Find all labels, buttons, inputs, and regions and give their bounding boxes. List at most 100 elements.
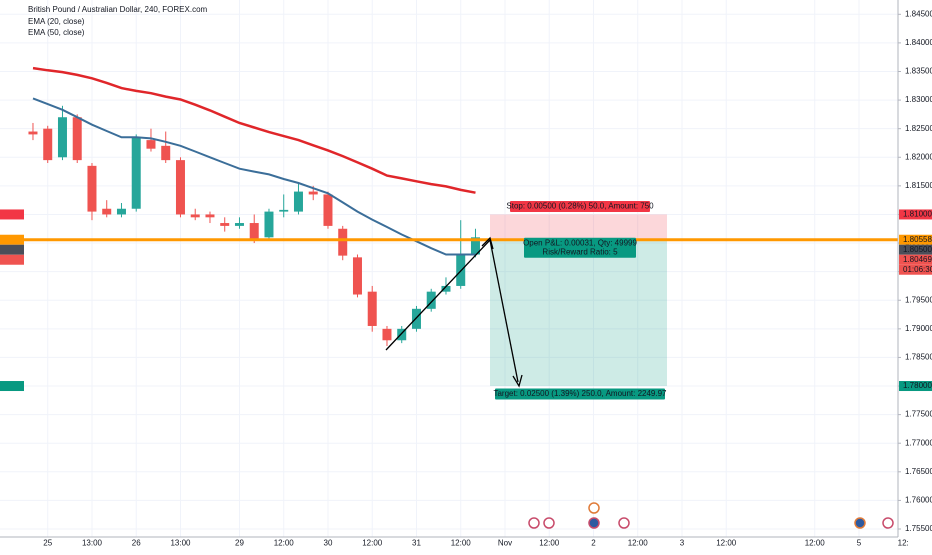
candle-body <box>338 228 348 256</box>
candle-body <box>352 257 362 295</box>
x-tick-label: 13:00 <box>82 539 103 548</box>
price-label: 1.78000 <box>903 381 932 390</box>
candle-body <box>190 214 200 218</box>
price-label: 1.80469 <box>903 255 932 264</box>
candle-body <box>397 328 407 341</box>
chart-title: British Pound / Australian Dollar, 240, … <box>28 5 208 14</box>
y-tick-label: 1.83000 <box>905 95 932 104</box>
x-tick-label: 2 <box>591 539 596 548</box>
y-tick-label: 1.78500 <box>905 353 932 362</box>
stop-label-box <box>510 200 650 212</box>
candle-body <box>264 211 274 238</box>
candle-body <box>323 194 333 226</box>
trend-line <box>385 239 491 351</box>
candle-body <box>72 117 82 161</box>
countdown: 01:06:30 <box>903 265 932 274</box>
y-tick-label: 1.84500 <box>905 9 932 18</box>
candle-body <box>28 131 38 135</box>
y-tick-label: 1.82000 <box>905 152 932 161</box>
left-price-box <box>0 254 24 265</box>
y-tick-label: 1.77500 <box>905 410 932 419</box>
price-label-box <box>899 254 932 265</box>
candle-body <box>426 291 436 309</box>
candle-body <box>234 223 244 226</box>
event-icon <box>588 517 600 529</box>
axes: 1.75500 1.76000 1.76500 1.77000 1.77500 1.780… <box>0 9 932 548</box>
candle-body <box>411 308 421 329</box>
event-icon <box>618 517 630 529</box>
candle-body <box>175 160 185 215</box>
candle-body <box>87 165 97 212</box>
price-label: 1.80500 <box>903 245 932 254</box>
left-price-box <box>0 244 24 255</box>
legend-entry: EMA (20, close) <box>28 17 85 26</box>
events <box>528 502 894 529</box>
left-price-box <box>0 209 24 220</box>
x-tick-label: 3 <box>680 539 685 548</box>
target-label-box <box>495 388 665 400</box>
candle-body <box>205 214 215 218</box>
target-label: Target: 0.02500 (1.39%) 250.0, Amount: 2… <box>493 389 667 398</box>
pnl-label: Open P&L: 0.00031, Qty: 49999 <box>523 238 637 247</box>
candle-body <box>249 223 259 239</box>
candle-body <box>102 208 112 215</box>
x-tick-label: 12:00 <box>805 539 826 548</box>
x-tick-label: Nov <box>498 539 512 548</box>
y-tick-label: 1.83500 <box>905 67 932 76</box>
x-tick-label: 12:00 <box>362 539 383 548</box>
legend-entry: EMA (50, close) <box>28 28 85 37</box>
candle-body <box>470 237 480 255</box>
price-label: 1.80558 <box>903 235 932 244</box>
x-tick-label: 12: <box>898 539 909 548</box>
event-icon <box>854 517 866 529</box>
y-tick-label: 1.79000 <box>905 324 932 333</box>
x-tick-label: 5 <box>857 539 862 548</box>
price-label-box <box>899 234 932 245</box>
stop-zone <box>490 214 667 240</box>
x-tick-label: 12:00 <box>539 539 560 548</box>
arrow-line <box>489 239 519 383</box>
x-tick-label: 12:00 <box>628 539 649 548</box>
candle-body <box>43 128 53 161</box>
left-price-box <box>0 234 24 245</box>
y-tick-label: 1.81500 <box>905 181 932 190</box>
ema-line <box>32 97 476 256</box>
x-tick-label: 30 <box>324 539 333 548</box>
x-tick-label: 12:00 <box>274 539 295 548</box>
candle-body <box>57 117 67 158</box>
arrow-head <box>481 236 494 250</box>
countdown-box <box>899 264 932 275</box>
candle-body <box>161 145 171 161</box>
event-icon <box>588 502 600 514</box>
drawings <box>385 236 523 388</box>
candle-body <box>382 328 392 341</box>
plot: Stop: 0.00500 (0.28%) 50.0, Amount: 750 O… <box>0 66 898 400</box>
ema-line <box>32 66 476 194</box>
price-label-box <box>899 244 932 255</box>
left-price-box <box>0 381 24 392</box>
y-tick-label: 1.84000 <box>905 38 932 47</box>
y-tick-label: 1.76500 <box>905 467 932 476</box>
candle-body <box>146 140 156 149</box>
y-tick-label: 1.79500 <box>905 295 932 304</box>
y-tick-label: 1.76000 <box>905 496 932 505</box>
candle-body <box>308 191 318 195</box>
x-tick-label: 31 <box>412 539 421 548</box>
arrow-head <box>512 374 523 388</box>
x-tick-label: 13:00 <box>170 539 191 548</box>
y-tick-label: 1.77000 <box>905 438 932 447</box>
y-tick-label: 1.75500 <box>905 524 932 533</box>
event-icon <box>528 517 540 529</box>
price-label-box <box>899 209 932 220</box>
x-tick-label: 12:00 <box>451 539 472 548</box>
pnl-label-box <box>524 237 636 258</box>
pnl-label: Risk/Reward Ratio: 5 <box>542 247 618 256</box>
x-tick-label: 12:00 <box>716 539 737 548</box>
price-label-box <box>899 381 932 392</box>
candle-body <box>367 291 377 326</box>
candle-body <box>116 208 126 215</box>
event-icon <box>543 517 555 529</box>
x-tick-label: 29 <box>235 539 244 548</box>
